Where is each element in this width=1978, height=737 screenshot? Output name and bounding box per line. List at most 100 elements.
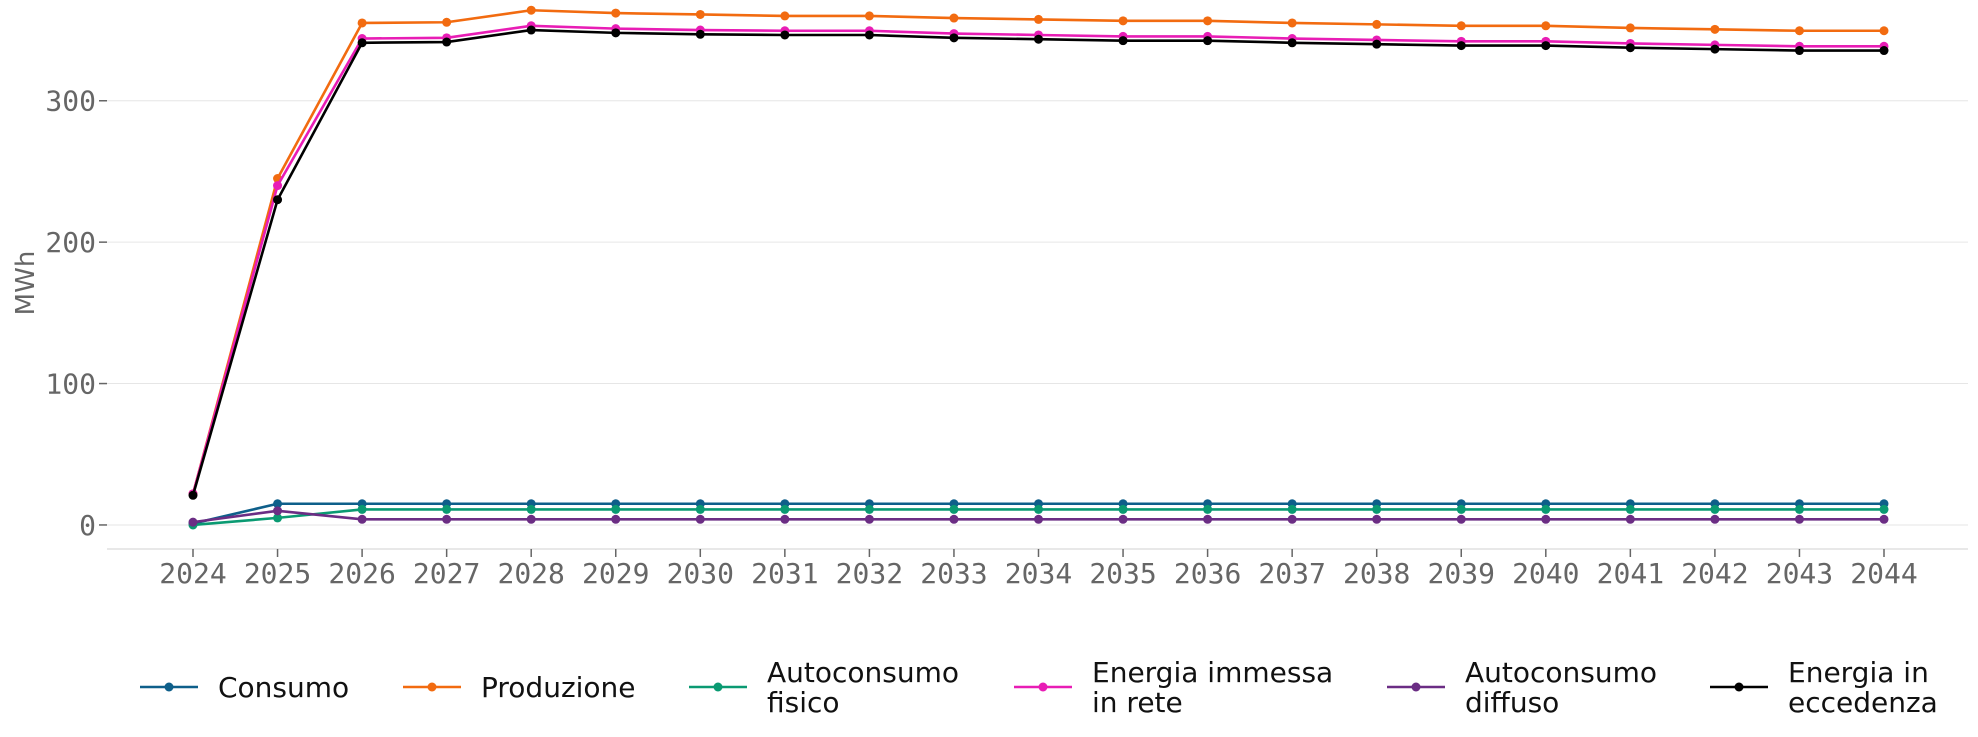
data-point	[1372, 19, 1382, 29]
data-point	[526, 25, 536, 35]
data-point	[1625, 504, 1635, 514]
legend-item: Consumo	[140, 671, 349, 704]
legend-item: Energia immessa in rete	[1014, 656, 1333, 719]
x-tick-labels: 2024 2025 2026 2027 2028 2029 2030 2031 2032 2033…	[159, 549, 1918, 590]
data-point	[1794, 46, 1804, 56]
data-point	[273, 513, 283, 523]
data-point	[780, 514, 790, 524]
data-point	[1625, 514, 1635, 524]
data-point	[1287, 18, 1297, 28]
data-point	[442, 37, 452, 47]
data-point	[1118, 514, 1128, 524]
x-tick-label: 2039	[1428, 557, 1495, 590]
data-point	[273, 499, 283, 509]
data-point	[864, 11, 874, 21]
data-point	[1372, 504, 1382, 514]
data-point	[1034, 34, 1043, 44]
x-tick-label: 2028	[497, 557, 564, 590]
data-point	[1710, 504, 1720, 514]
data-point	[1034, 514, 1043, 524]
data-point	[1541, 41, 1551, 51]
legend-swatch-marker	[427, 682, 437, 692]
data-point	[357, 514, 367, 524]
y-tick-label: 300	[45, 85, 96, 118]
x-tick-label: 2040	[1512, 557, 1579, 590]
data-point	[188, 517, 198, 527]
data-point	[442, 17, 452, 27]
legend-swatch-marker	[164, 682, 174, 692]
data-point	[1456, 504, 1466, 514]
x-tick-label: 2036	[1174, 557, 1241, 590]
legend-swatch-marker	[1411, 682, 1421, 692]
x-tick-label: 2034	[1005, 557, 1072, 590]
data-point	[1456, 41, 1466, 51]
series-line	[191, 24, 1884, 495]
data-point	[1287, 514, 1297, 524]
data-point	[1879, 504, 1889, 514]
series-line	[191, 28, 1884, 496]
y-axis-label: MWh	[11, 251, 41, 316]
y-tick-label: 0	[79, 509, 96, 542]
data-point	[273, 195, 283, 205]
data-point	[864, 30, 874, 40]
data-point	[695, 504, 705, 514]
y-tick-label: 100	[45, 368, 96, 401]
data-point	[1372, 39, 1382, 49]
x-tick-label: 2024	[159, 557, 226, 590]
data-point	[1034, 504, 1043, 514]
data-point	[1710, 24, 1720, 34]
data-point	[1456, 514, 1466, 524]
data-point	[1541, 504, 1551, 514]
data-point	[611, 504, 621, 514]
legend-label: Autoconsumo diffuso	[1465, 656, 1657, 719]
series-line	[191, 8, 1884, 495]
data-point	[1541, 21, 1551, 31]
data-point	[780, 504, 790, 514]
legend-label: Autoconsumo fisico	[767, 656, 959, 719]
data-point	[1456, 21, 1466, 31]
data-point	[1034, 14, 1043, 24]
legend-label: Consumo	[218, 671, 349, 704]
y-gridlines	[107, 100, 1968, 526]
legend-item: Autoconsumo diffuso	[1387, 656, 1657, 719]
legend-item: Produzione	[403, 671, 636, 704]
data-point	[273, 181, 283, 191]
data-point	[611, 8, 621, 18]
data-point	[1710, 514, 1720, 524]
x-tick-label: 2032	[836, 557, 903, 590]
x-tick-label: 2029	[582, 557, 649, 590]
data-point	[1203, 514, 1213, 524]
legend-label: Energia in eccedenza	[1788, 656, 1938, 719]
legend-label: Produzione	[481, 671, 636, 704]
y-tick-label: 200	[45, 226, 96, 259]
y-tick-labels: 0 100 200 300	[45, 85, 107, 542]
legend-swatch-marker	[1734, 682, 1744, 692]
data-point	[1710, 44, 1720, 54]
data-point	[442, 514, 452, 524]
x-tick-label: 2025	[244, 557, 311, 590]
data-point	[273, 506, 283, 516]
x-tick-label: 2031	[751, 557, 818, 590]
data-point	[864, 504, 874, 514]
legend-swatch-marker	[713, 682, 723, 692]
x-tick-label: 2041	[1597, 557, 1664, 590]
data-point	[1879, 26, 1889, 36]
legend-swatch-marker	[1038, 682, 1048, 692]
series-3	[188, 21, 1889, 499]
data-point	[611, 514, 621, 524]
data-point	[949, 514, 959, 524]
data-point	[1203, 16, 1213, 26]
x-tick-label: 2042	[1681, 557, 1748, 590]
x-tick-label: 2037	[1258, 557, 1325, 590]
data-point	[1372, 514, 1382, 524]
data-point	[357, 504, 367, 514]
data-point	[611, 28, 621, 38]
data-point	[1203, 36, 1213, 46]
data-point	[864, 514, 874, 524]
x-tick-label: 2033	[920, 557, 987, 590]
series-lines	[188, 5, 1889, 530]
legend: Consumo Produzione Autoconsumo fisico Energi…	[140, 656, 1938, 719]
x-tick-label: 2044	[1850, 557, 1917, 590]
data-point	[949, 13, 959, 23]
x-tick-label: 2030	[667, 557, 734, 590]
